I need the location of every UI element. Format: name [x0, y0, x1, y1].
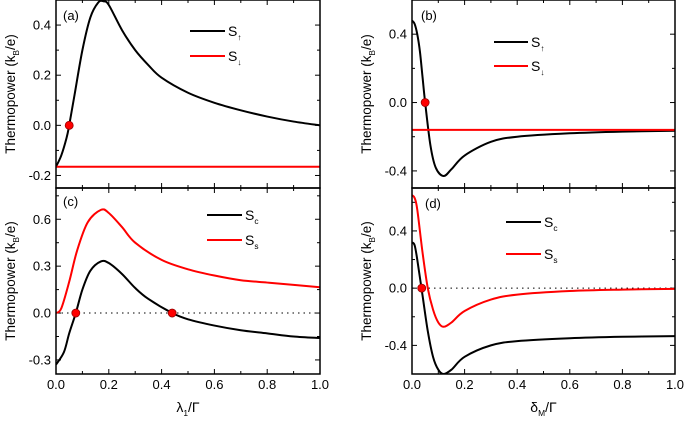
legend-label: Sc [544, 214, 558, 233]
plot-frame [55, 0, 321, 189]
legend-label: Sc [245, 207, 259, 226]
series-line-S-2 [56, 208, 320, 314]
x-tick-label: 0.2 [100, 377, 118, 392]
series-line-S-1 [412, 241, 675, 374]
y-tick-label: 0.4 [389, 27, 407, 42]
y-tick-label: 0.0 [389, 281, 407, 296]
series-line-S-1 [412, 19, 675, 178]
x-tick-label: 0.2 [456, 377, 474, 392]
panel-b: -0.4 0.0 0.4 S↑ S↓ (b) Thermopower (kB/e) [359, 0, 676, 189]
legend-label: Ss [245, 232, 259, 251]
series-line-S-1 [56, 0, 320, 168]
zero-crossing-marker [417, 283, 427, 293]
y-tick-label: -0.4 [385, 338, 407, 353]
x-tick-label: 0.4 [508, 377, 526, 392]
x-tick-label: 0.6 [561, 377, 579, 392]
y-axis-label: Thermopower (kB/e) [3, 34, 21, 153]
zero-crossing-marker [71, 308, 81, 318]
x-tick-label: 1.0 [666, 377, 684, 392]
panel-label: (b) [421, 8, 437, 23]
y-tick-label: 0.4 [389, 223, 407, 238]
x-tick-label: 0.0 [47, 377, 65, 392]
panel-d: 0.0 0.2 0.4 0.6 0.8 1.0 -0.4 0.0 0.4 Sc Ss (d) Therm… [359, 187, 684, 418]
x-tick-label: 1.0 [311, 377, 329, 392]
panel-a: -0.2 0.0 0.2 0.4 S↑ S↓ (a) Thermopower (kB/e) [3, 0, 321, 189]
panel-label: (c) [63, 194, 78, 209]
legend-label: S↑ [531, 34, 545, 53]
y-tick-label: 0.4 [33, 18, 51, 33]
x-tick-label: 0.6 [205, 377, 223, 392]
x-tick-label: 0.8 [613, 377, 631, 392]
y-tick-label: 0.0 [33, 118, 51, 133]
x-axis-label: δM/Γ [530, 399, 557, 418]
y-axis-label: Thermopower (kB/e) [359, 34, 377, 153]
legend-label: S↓ [531, 58, 545, 77]
panel-label: (a) [63, 8, 79, 23]
y-tick-label: 0.6 [33, 212, 51, 227]
x-axis-label: λ1/Γ [176, 399, 200, 418]
plot-frame [411, 0, 676, 189]
zero-crossing-marker [167, 308, 177, 318]
y-tick-label: -0.4 [385, 163, 407, 178]
series-line-S-2 [412, 194, 675, 328]
legend-label: S↓ [228, 48, 242, 67]
y-tick-label: 0.0 [389, 95, 407, 110]
legend-label: Ss [544, 246, 558, 265]
zero-crossing-marker [420, 98, 430, 107]
y-axis-label: Thermopower (kB/e) [359, 221, 377, 340]
panel-label: (d) [425, 196, 441, 211]
y-tick-label: 0.3 [33, 259, 51, 274]
x-tick-label: 0.8 [258, 377, 276, 392]
panel-c: 0.0 0.2 0.4 0.6 0.8 1.0 -0.3 0.0 0.3 0.6 Sc Ss (c) Th… [3, 187, 329, 418]
legend-label: S↑ [228, 23, 242, 42]
plot-frame [411, 187, 676, 375]
x-tick-label: 0.0 [403, 377, 421, 392]
x-tick-label: 0.4 [153, 377, 171, 392]
y-tick-label: 0.2 [33, 68, 51, 83]
y-tick-label: -0.2 [29, 168, 51, 183]
y-axis-label: Thermopower (kB/e) [3, 221, 21, 340]
y-tick-label: 0.0 [33, 306, 51, 321]
y-tick-label: -0.3 [29, 352, 51, 367]
plot-frame [55, 187, 321, 375]
zero-crossing-marker [64, 120, 74, 130]
